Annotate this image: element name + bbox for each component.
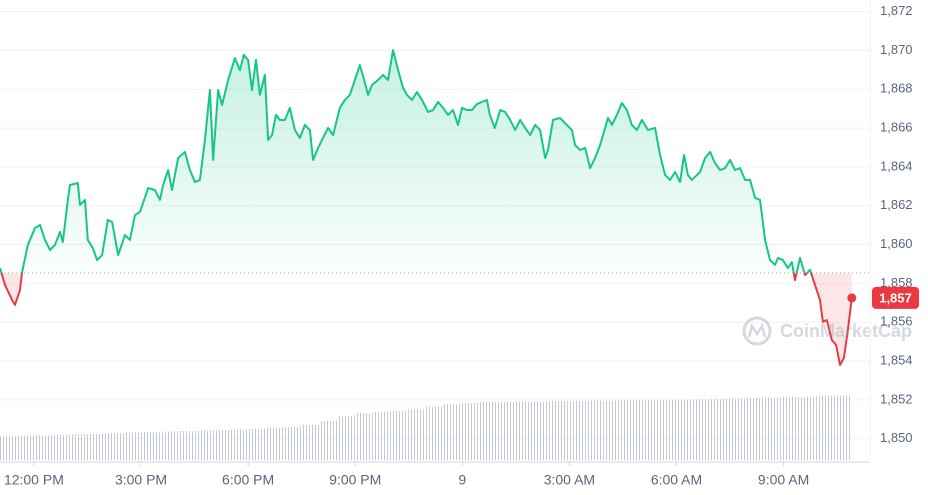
- volume-bar: [212, 430, 231, 460]
- watermark-logo: [747, 322, 767, 338]
- volume-bar: [319, 420, 338, 460]
- y-tick-label: 1,860: [880, 236, 913, 251]
- y-tick-label: 1,856: [880, 314, 913, 329]
- volume-bar: [283, 426, 302, 460]
- volume-bar: [0, 436, 18, 460]
- volume-bar: [443, 403, 462, 460]
- volume-bar: [354, 413, 373, 460]
- volume-bar: [70, 434, 89, 460]
- y-tick-label: 1,872: [880, 3, 913, 18]
- volume-bar: [408, 409, 426, 460]
- volume-bar: [88, 433, 107, 460]
- volume-bar: [780, 396, 799, 460]
- volume-bar: [195, 430, 213, 460]
- volume-bar: [763, 397, 781, 460]
- x-tick-label: 3:00 AM: [544, 472, 595, 488]
- volume-bar: [656, 400, 675, 460]
- watermark-logo: [742, 316, 772, 346]
- watermark: CoinMarketCap: [742, 316, 912, 346]
- volume-bar: [621, 400, 639, 460]
- last-point: [847, 293, 857, 303]
- y-tick-label: 1,868: [880, 81, 913, 96]
- volume-bar: [745, 397, 764, 460]
- volume-bar: [17, 435, 36, 460]
- volume-bar: [727, 398, 746, 460]
- volume-bar: [337, 415, 355, 460]
- volume-bar: [496, 402, 515, 460]
- volume-bar: [124, 432, 142, 460]
- volume-bar: [638, 400, 657, 460]
- x-tick-label: 6:00 PM: [222, 472, 274, 488]
- volume-bar: [567, 401, 586, 460]
- volume-bar: [266, 427, 284, 460]
- y-tick-label: 1,852: [880, 391, 913, 406]
- volume-bar: [479, 402, 497, 460]
- volume-bar: [514, 401, 533, 460]
- volume-bar: [35, 435, 54, 460]
- volume-bar: [692, 399, 710, 460]
- y-tick-label: 1,870: [880, 42, 913, 57]
- volume-bar: [372, 411, 391, 460]
- x-tick-label: 6:00 AM: [651, 472, 702, 488]
- x-tick-label: 3:00 PM: [115, 472, 167, 488]
- y-tick-label: 1,862: [880, 197, 913, 212]
- volume-bar: [816, 395, 835, 460]
- volume-bar: [550, 401, 568, 460]
- volume-bar: [177, 431, 196, 460]
- volume-bar: [301, 425, 320, 460]
- x-tick-label: 9:00 AM: [758, 472, 809, 488]
- volume-bar: [532, 401, 551, 460]
- volume-bar: [230, 429, 249, 460]
- plot: [0, 49, 870, 366]
- y-tick-label: 1,866: [880, 120, 913, 135]
- x-tick-label: 9:00 PM: [329, 472, 381, 488]
- volume-bar: [248, 428, 267, 460]
- y-tick-label: 1,858: [880, 275, 913, 290]
- price-tag: [872, 286, 919, 309]
- volume-bar: [53, 434, 71, 460]
- price-tag-label: 1,857: [879, 290, 912, 305]
- volume-bar: [106, 433, 125, 460]
- volume-bar: [461, 402, 480, 460]
- volume-bar: [709, 398, 728, 460]
- volume-bar: [834, 395, 852, 460]
- volume-bar: [585, 400, 604, 460]
- volume-bar: [603, 400, 622, 460]
- watermark-text: CoinMarketCap: [780, 321, 912, 341]
- x-tick-label: 12:00 PM: [4, 472, 64, 488]
- volume-bar: [798, 396, 817, 460]
- x-tick-label: 9: [458, 472, 466, 488]
- price-line: [0, 49, 853, 366]
- volume-bar: [425, 406, 444, 460]
- y-tick-label: 1,850: [880, 430, 913, 445]
- volume-bar: [390, 410, 409, 460]
- volume-bar: [141, 431, 160, 460]
- area: [0, 50, 852, 365]
- y-tick-label: 1,854: [880, 352, 913, 367]
- y-tick-label: 1,864: [880, 158, 913, 173]
- volume-bar: [159, 431, 178, 460]
- volume: [0, 395, 852, 460]
- volume-bar: [674, 399, 693, 460]
- axes: 1,850 1,852 1,854 1,856 1,858 1,860 1,862 1,864…: [0, 0, 919, 488]
